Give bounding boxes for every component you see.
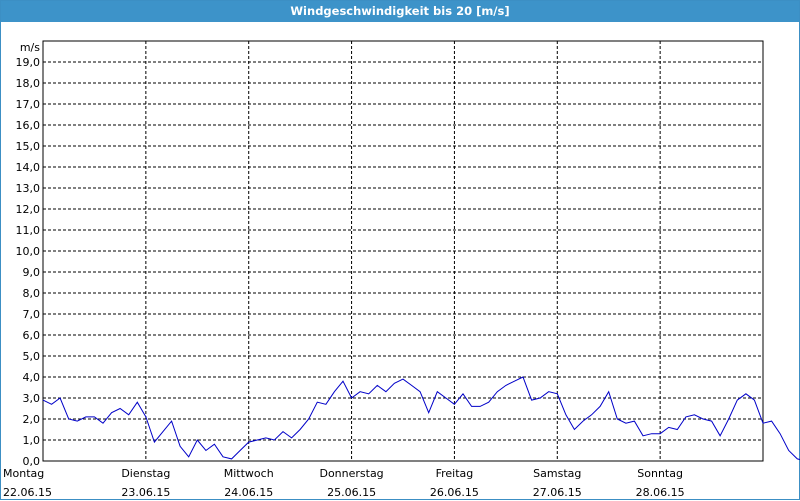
y-tick-label: 1,0 (23, 434, 41, 447)
x-tick-day: Mittwoch (224, 467, 274, 480)
y-tick-label: 15,0 (16, 140, 41, 153)
x-tick-day: Sonntag (637, 467, 683, 480)
x-tick-day: Dienstag (121, 467, 170, 480)
y-tick-label: 13,0 (16, 182, 41, 195)
y-tick-label: 2,0 (23, 413, 41, 426)
y-tick-label: 16,0 (16, 119, 41, 132)
x-tick-date: 22.06.15 (3, 486, 52, 499)
y-tick-label: 9,0 (23, 266, 41, 279)
x-tick-date: 27.06.15 (533, 486, 582, 499)
x-tick-date: 26.06.15 (430, 486, 479, 499)
y-axis-label: m/s (20, 41, 40, 54)
y-tick-label: 14,0 (16, 161, 41, 174)
x-tick-day: Samstag (533, 467, 581, 480)
y-tick-label: 18,0 (16, 77, 41, 90)
x-tick-date: 23.06.15 (121, 486, 170, 499)
x-tick-date: 28.06.15 (636, 486, 685, 499)
wind-speed-line (42, 376, 800, 461)
y-tick-label: 19,0 (16, 56, 41, 69)
chart-title: Windgeschwindigkeit bis 20 [m/s] (1, 1, 799, 22)
y-tick-label: 4,0 (23, 371, 41, 384)
x-tick-day: Freitag (436, 467, 474, 480)
y-tick-label: 17,0 (16, 98, 41, 111)
y-tick-label: 3,0 (23, 392, 41, 405)
y-tick-label: 8,0 (23, 287, 41, 300)
y-tick-label: 12,0 (16, 203, 41, 216)
y-tick-label: 0,0 (23, 455, 41, 468)
y-tick-label: 5,0 (23, 350, 41, 363)
y-tick-label: 7,0 (23, 308, 41, 321)
x-tick-date: 24.06.15 (224, 486, 273, 499)
x-tick-day: Donnerstag (319, 467, 383, 480)
y-tick-label: 10,0 (16, 245, 41, 258)
y-tick-label: 11,0 (16, 224, 41, 237)
x-tick-day: Montag (3, 467, 44, 480)
x-tick-date: 25.06.15 (327, 486, 376, 499)
y-tick-label: 6,0 (23, 329, 41, 342)
